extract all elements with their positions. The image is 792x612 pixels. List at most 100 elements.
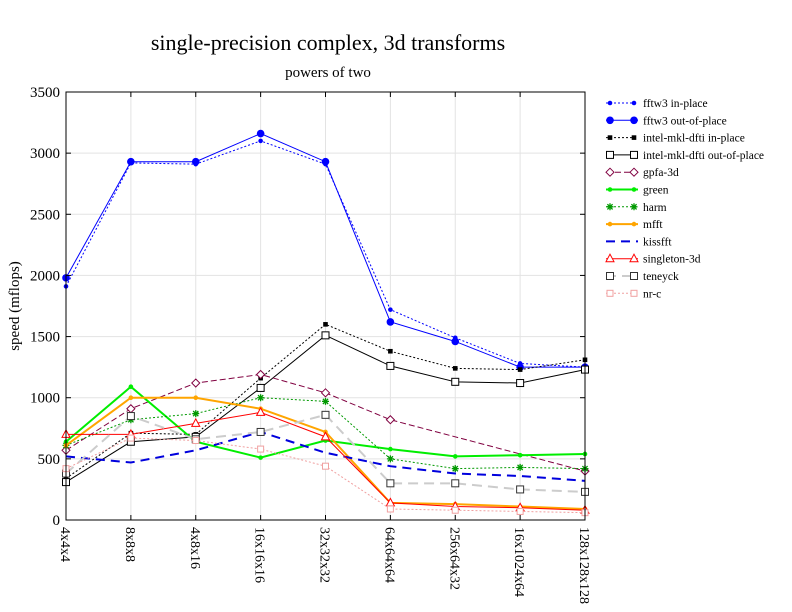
data-point	[451, 506, 459, 514]
data-point	[629, 253, 639, 263]
data-point	[258, 138, 263, 144]
data-point	[630, 289, 638, 297]
y-tick-label: 3500	[30, 85, 60, 101]
data-point	[630, 272, 638, 280]
y-tick-label: 500	[38, 452, 61, 468]
y-tick-label: 0	[53, 513, 61, 529]
x-tick-label: 4x4x4	[57, 527, 72, 562]
legend-entry: gpfa-3d	[605, 167, 679, 179]
grid	[66, 92, 585, 520]
data-point	[451, 377, 460, 386]
data-point	[607, 221, 613, 227]
data-point	[128, 384, 134, 390]
data-point	[190, 417, 201, 427]
data-point	[516, 379, 525, 388]
data-point	[607, 187, 613, 192]
data-point	[321, 157, 330, 166]
legend-label: green	[643, 185, 669, 197]
data-point	[516, 463, 524, 471]
series-fftw3-out-of-place	[62, 129, 589, 371]
legend-label: mfft	[643, 219, 663, 231]
data-point	[606, 116, 614, 125]
legend-entry: nr-c	[606, 288, 661, 300]
x-tick-label: 64x64x64	[381, 527, 396, 583]
data-point	[256, 129, 265, 138]
x-tick-label: 256x64x32	[446, 527, 461, 590]
legend-entry: fftw3 out-of-place	[606, 115, 727, 127]
data-point	[630, 203, 638, 211]
data-point	[607, 100, 613, 106]
legend-entry: mfft	[606, 219, 663, 231]
data-point	[388, 348, 393, 354]
data-point	[451, 337, 460, 346]
data-point	[191, 378, 201, 388]
data-point	[631, 135, 637, 140]
data-point	[386, 318, 395, 326]
data-point	[191, 157, 200, 166]
data-point	[320, 388, 331, 398]
data-point	[255, 369, 266, 380]
data-point	[127, 434, 135, 442]
legend-entry: singleton-3d	[605, 253, 701, 266]
data-point	[126, 404, 136, 414]
legend-entry: kissfft	[606, 236, 672, 248]
data-point	[321, 410, 330, 419]
data-point	[386, 361, 395, 370]
legend-entry: intel-mkl-dfti out-of-place	[606, 150, 764, 162]
data-point	[193, 395, 199, 401]
legend-entry: green	[606, 185, 669, 197]
data-point	[192, 410, 200, 418]
data-point	[386, 479, 395, 488]
data-point	[322, 462, 329, 470]
x-tick-label: 8x8x8	[122, 527, 137, 562]
legend-label: intel-mkl-dfti in-place	[643, 133, 745, 145]
data-point	[320, 431, 331, 441]
data-point	[631, 187, 637, 192]
y-axis-label: speed (mflops)	[7, 261, 23, 351]
data-point	[388, 446, 393, 452]
data-point	[452, 366, 458, 371]
data-point	[257, 445, 265, 453]
data-point	[255, 406, 266, 416]
y-tick-label: 2500	[30, 207, 60, 223]
series-line	[65, 323, 586, 479]
data-point	[605, 253, 615, 263]
data-point	[128, 395, 134, 401]
chart-subtitle: powers of two	[285, 65, 371, 81]
data-point	[321, 331, 330, 340]
x-tick-label: 16x16x16	[252, 527, 267, 583]
data-point	[386, 455, 394, 463]
data-point	[630, 116, 638, 125]
data-point	[606, 203, 614, 211]
data-point	[605, 167, 615, 177]
data-point	[258, 455, 263, 460]
legend-label: fftw3 in-place	[643, 98, 708, 110]
data-point	[630, 150, 638, 159]
legend-label: kissfft	[643, 236, 672, 248]
legend-label: gpfa-3d	[643, 167, 679, 179]
data-point	[386, 505, 394, 513]
data-point	[256, 427, 265, 436]
chart-title: single-precision complex, 3d transforms	[151, 30, 505, 55]
legend: fftw3 in-place fftw3 out-of-place intel-mk…	[605, 98, 764, 300]
data-point	[629, 167, 639, 177]
data-point	[631, 100, 637, 106]
data-point	[516, 507, 524, 515]
y-tick-label: 3000	[30, 146, 60, 162]
data-point	[323, 322, 328, 327]
axis-ticks: 0 500 1000 1500 2000 2500 3000 3500 4x4x4 8x8x8 4x…	[30, 85, 591, 604]
data-point	[388, 307, 393, 312]
data-point	[451, 479, 460, 488]
data-point	[451, 465, 459, 473]
data-point	[606, 150, 614, 159]
legend-label: fftw3 out-of-place	[643, 115, 727, 127]
data-point	[322, 397, 329, 405]
series-line	[65, 140, 586, 368]
legend-label: intel-mkl-dfti out-of-place	[643, 150, 764, 162]
x-tick-label: 4x8x16	[187, 527, 202, 569]
data-point	[607, 135, 613, 140]
data-point	[517, 367, 523, 372]
plot-series	[61, 129, 590, 517]
data-point	[516, 485, 525, 494]
